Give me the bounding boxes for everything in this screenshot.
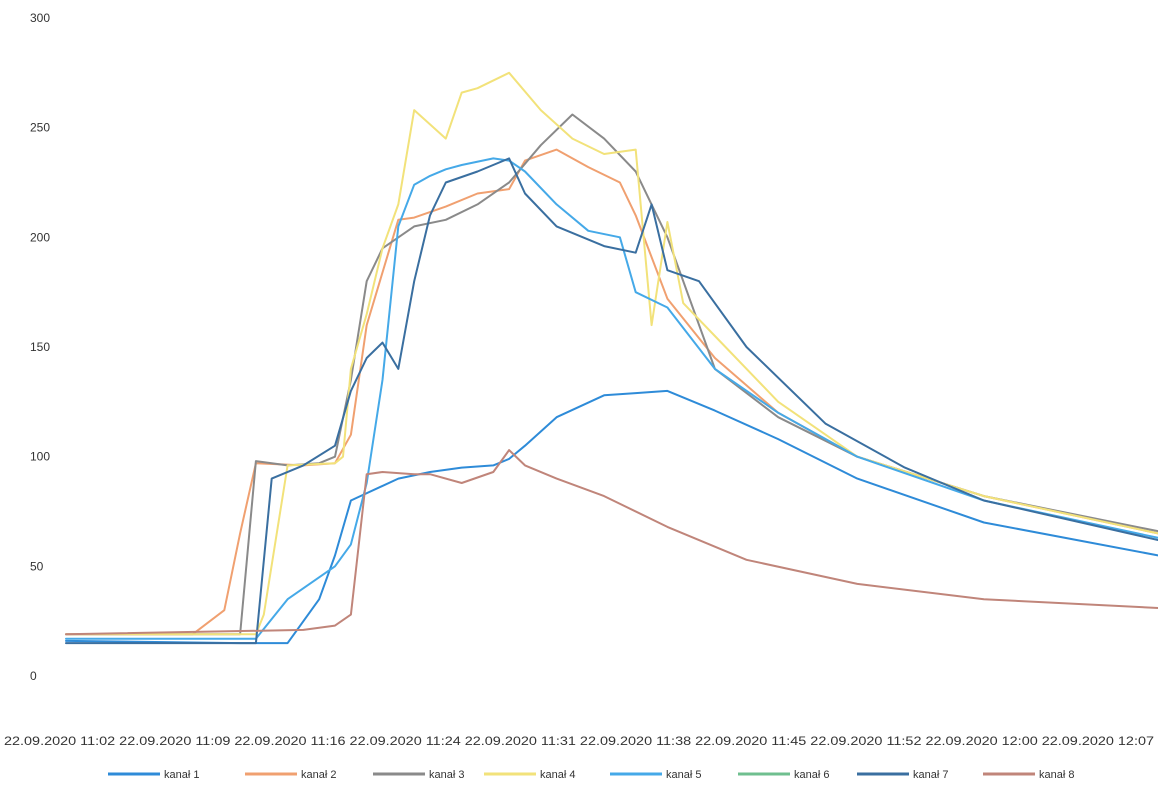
x-tick-labels: 22.09.2020 11:02 22.09.2020 11:09 22.09.…	[4, 736, 1154, 748]
legend-label: kanał 7	[913, 769, 948, 781]
series-line-8	[65, 449, 1158, 636]
legend-item: kanał 6	[738, 769, 829, 781]
y-axis-ticks: 0 50 100 150 200 250 300	[30, 11, 50, 683]
legend-item: kanał 4	[484, 769, 575, 781]
legend-label: kanał 8	[1039, 769, 1074, 781]
y-tick-label: 150	[30, 340, 50, 354]
y-tick-label: 300	[30, 11, 50, 25]
legend-label: kanał 1	[164, 769, 199, 781]
y-tick-label: 50	[30, 559, 44, 573]
legend-label: kanał 5	[666, 769, 701, 781]
y-tick-label: 250	[30, 121, 50, 135]
x-axis-ticks: 22.09.2020 11:02 22.09.2020 11:09 22.09.…	[4, 736, 1154, 748]
y-tick-label: 200	[30, 230, 50, 244]
legend-item: kanał 2	[245, 769, 336, 781]
legend-label: kanał 3	[429, 769, 464, 781]
legend-item: kanał 8	[983, 769, 1074, 781]
legend: kanał 1 kanał 2 kanał 3 kanał 4 kanał 5 kanał…	[108, 769, 1074, 781]
legend-label: kanał 4	[540, 769, 575, 781]
series-line-2	[65, 148, 1158, 636]
legend-label: kanał 6	[794, 769, 829, 781]
series-lines	[65, 71, 1158, 645]
series-line-3	[65, 113, 1158, 636]
legend-label: kanał 2	[301, 769, 336, 781]
legend-item: kanał 1	[108, 769, 199, 781]
y-tick-label: 100	[30, 450, 50, 464]
y-tick-label: 0	[30, 669, 37, 683]
series-line-7	[65, 157, 1158, 645]
legend-item: kanał 3	[373, 769, 464, 781]
series-line-4	[65, 71, 1158, 636]
legend-item: kanał 7	[857, 769, 948, 781]
series-line-1	[65, 389, 1158, 645]
series-line-5	[65, 157, 1158, 640]
legend-item: kanał 5	[610, 769, 701, 781]
